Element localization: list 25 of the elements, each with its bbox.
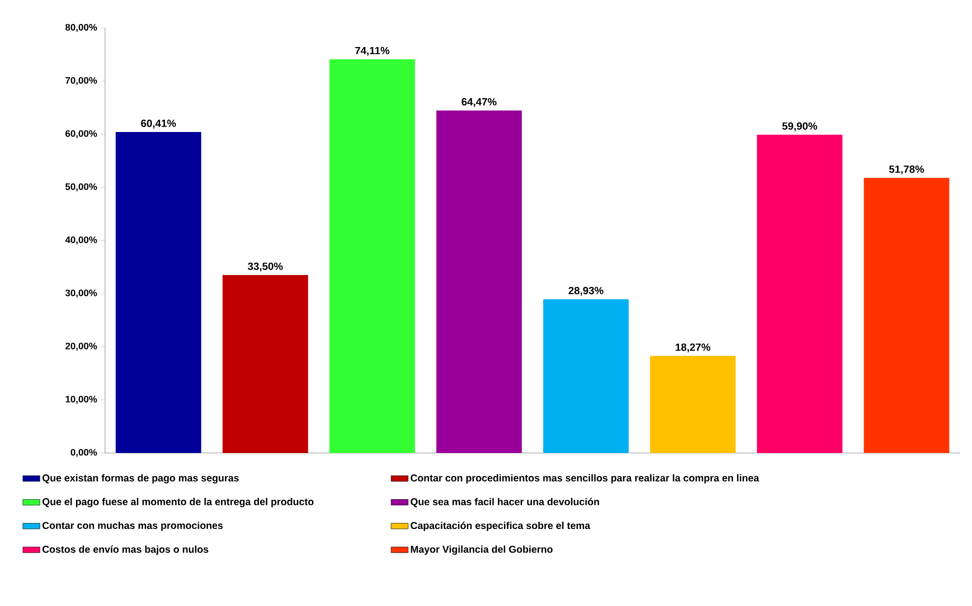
y-tick-label: 70,00% (66, 77, 97, 86)
data-label: 28,93% (568, 286, 604, 296)
y-tick-label: 80,00% (65, 24, 97, 32)
legend-label: Que sea mas facil hacer una devolución (410, 498, 600, 508)
data-label: 60,41% (141, 120, 176, 129)
legend-label: Que existan formas de pago mas seguras (42, 474, 239, 484)
legend-label: Costos de envío mas bajos o nulos (42, 545, 208, 555)
data-label: 74,11% (355, 46, 390, 56)
y-tick-label: 50,00% (65, 183, 97, 192)
y-tick-label: 40,00% (65, 236, 97, 245)
legend-label: Que el pago fuese al momento de la entrega del producto (42, 498, 314, 508)
y-tick-label: 60,00% (65, 130, 97, 138)
data-label: 18,27% (676, 343, 710, 352)
legend-label: Capacitación especifica sobre el tema (410, 522, 590, 532)
data-label: 33,50% (248, 262, 283, 272)
data-label: 64,47% (462, 98, 497, 107)
data-label: 59,90% (782, 122, 818, 132)
legend-label: Contar con muchas mas promociones (42, 522, 223, 531)
legend-label: Contar con procedimientos mas sencillos para realizar la compra en linea (410, 474, 760, 484)
y-tick-label: 20,00% (65, 342, 97, 351)
y-tick-label: 0,00% (70, 448, 97, 458)
legend-label: Mayor Vigilancia del Gobierno (410, 545, 553, 555)
y-tick-label: 10,00% (66, 396, 97, 404)
y-tick-label: 30,00% (65, 290, 97, 298)
data-label: 51,78% (889, 165, 924, 174)
